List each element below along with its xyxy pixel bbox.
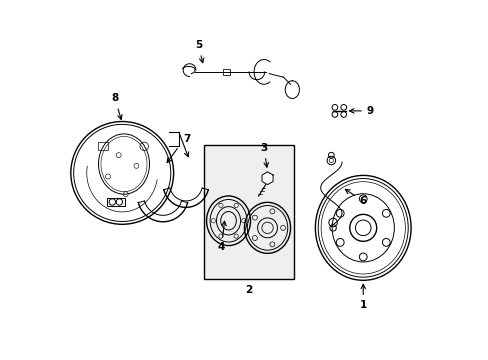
- Text: 1: 1: [359, 284, 366, 310]
- Text: 3: 3: [260, 143, 268, 167]
- Text: 9: 9: [349, 106, 373, 116]
- Text: 6: 6: [345, 189, 366, 206]
- Bar: [203, 145, 293, 279]
- Bar: [107, 198, 124, 206]
- Text: 4: 4: [217, 221, 226, 252]
- Bar: [223, 69, 229, 76]
- Text: 2: 2: [245, 285, 252, 295]
- Text: 5: 5: [194, 40, 203, 63]
- Polygon shape: [262, 172, 272, 185]
- Text: 7: 7: [183, 134, 190, 144]
- Text: 8: 8: [111, 94, 122, 120]
- Bar: [98, 142, 108, 150]
